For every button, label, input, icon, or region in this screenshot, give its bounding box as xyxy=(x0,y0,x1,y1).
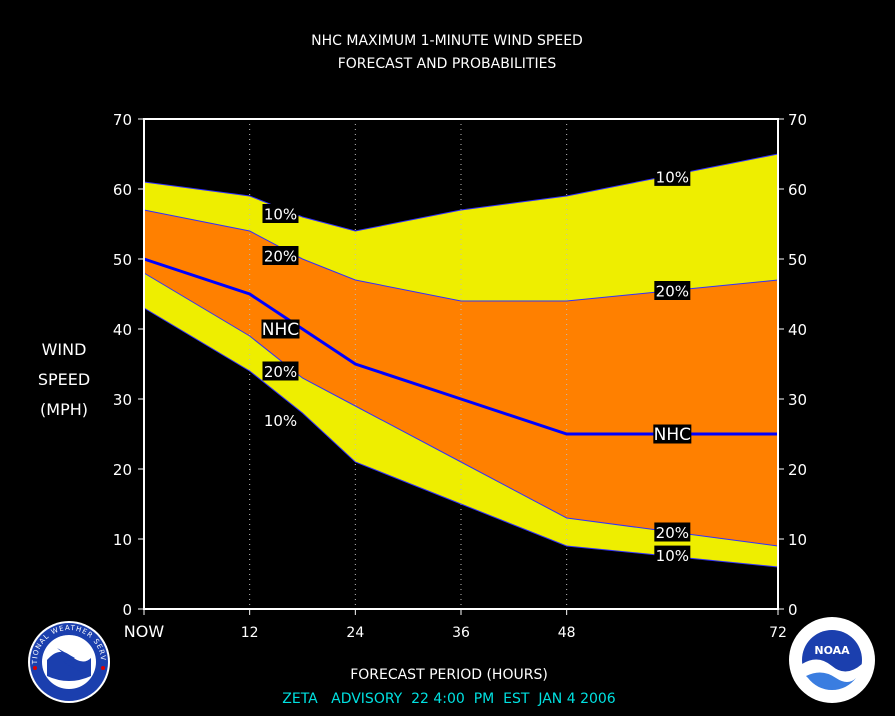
probability-label-9: 10% xyxy=(654,545,691,565)
y-tick-label-left-10: 10 xyxy=(113,531,132,549)
probability-label-bg-4 xyxy=(262,410,299,430)
x-tick-label-24: 24 xyxy=(346,625,364,641)
probability-label-text-2: NHC xyxy=(262,320,299,340)
y-tick-label-right-50: 50 xyxy=(788,251,807,269)
probability-label-bg-8 xyxy=(654,522,691,542)
y-tick-label-left-20: 20 xyxy=(113,461,132,479)
probability-label-text-0: 10% xyxy=(264,206,297,224)
y-axis-label-line3: (MPH) xyxy=(40,400,88,419)
y-tick-label-right-40: 40 xyxy=(788,321,807,339)
y-tick-label-left-60: 60 xyxy=(113,181,132,199)
y-tick-label-right-60: 60 xyxy=(788,181,807,199)
probability-label-3: 20% xyxy=(262,361,299,381)
probability-label-4: 10% xyxy=(262,410,299,430)
y-axis-label-line1: WIND xyxy=(42,340,87,359)
probability-label-bg-1 xyxy=(262,246,299,265)
y-tick-label-left-70: 70 xyxy=(113,111,132,129)
probability-label-text-7: NHC xyxy=(654,425,691,445)
chart-subtitle: FORECAST AND PROBABILITIES xyxy=(338,56,557,72)
probability-label-6: 20% xyxy=(654,281,691,301)
probability-label-0: 10% xyxy=(262,204,299,224)
axis-ticks xyxy=(138,118,784,615)
probability-label-7: NHC xyxy=(653,424,692,445)
x-axis-label: FORECAST PERIOD (HOURS) xyxy=(350,667,548,683)
nws-logo: NATIONAL WEATHER SERVICE xyxy=(28,621,110,703)
x-tick-label-12: 12 xyxy=(241,625,259,641)
probability-label-text-4: 10% xyxy=(264,412,297,430)
probability-label-2: NHC xyxy=(261,319,300,340)
y-tick-label-right-10: 10 xyxy=(788,531,807,549)
y-tick-label-right-30: 30 xyxy=(788,391,807,409)
probability-label-bg-9 xyxy=(654,545,691,565)
y-tick-label-left-50: 50 xyxy=(113,251,132,269)
noaa-logo-text: NOAA xyxy=(814,644,850,657)
probability-label-1: 20% xyxy=(262,246,299,266)
x-tick-label-48: 48 xyxy=(558,625,576,641)
y-tick-label-left-30: 30 xyxy=(113,391,132,409)
probability-label-text-9: 10% xyxy=(656,547,689,565)
probability-label-text-8: 20% xyxy=(656,524,689,542)
x-tick-label-36: 36 xyxy=(452,625,470,641)
y-tick-labels: 0 0 10 10 20 20 30 30 40 40 50 50 60 60 70 70 xyxy=(113,111,807,619)
y-tick-label-left-0: 0 xyxy=(122,601,132,619)
probability-label-bg-2 xyxy=(261,319,300,339)
advisory-footer: ZETA ADVISORY 22 4:00 PM EST JAN 4 2006 xyxy=(282,691,616,707)
probability-label-bg-7 xyxy=(653,424,692,444)
probability-labels: 10% 20% NHC 20% 10% 10% 20% NHC 20% 10% xyxy=(261,166,692,565)
probability-label-8: 20% xyxy=(654,522,691,542)
probability-label-text-5: 10% xyxy=(656,168,689,186)
band-20-percent xyxy=(144,210,778,546)
probability-label-bg-0 xyxy=(262,204,299,223)
y-tick-label-left-40: 40 xyxy=(113,321,132,339)
noaa-logo: NOAA xyxy=(789,617,875,703)
probability-label-bg-3 xyxy=(262,361,299,381)
probability-label-text-3: 20% xyxy=(264,363,297,381)
probability-label-5: 10% xyxy=(654,166,691,186)
probability-label-bg-5 xyxy=(654,166,691,186)
probability-label-bg-6 xyxy=(654,281,691,300)
chart-title: NHC MAXIMUM 1-MINUTE WIND SPEED xyxy=(311,33,583,49)
y-tick-label-right-0: 0 xyxy=(788,601,798,619)
y-axis-label-line2: SPEED xyxy=(38,370,90,389)
x-tick-label-0: NOW xyxy=(124,622,165,641)
x-tick-labels: NOW 12 24 36 48 72 xyxy=(124,622,787,641)
y-tick-label-right-20: 20 xyxy=(788,461,807,479)
probability-bands xyxy=(144,154,778,567)
y-tick-label-right-70: 70 xyxy=(788,111,807,129)
probability-label-text-1: 20% xyxy=(264,248,297,266)
x-tick-label-72: 72 xyxy=(769,625,787,641)
probability-label-text-6: 20% xyxy=(656,283,689,301)
